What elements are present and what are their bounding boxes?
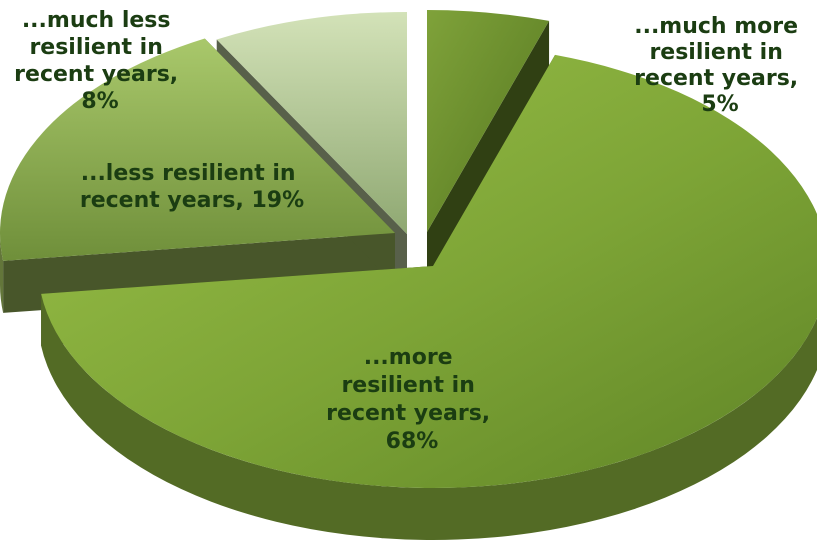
data-label-much-less-line-4: 8% xyxy=(81,89,118,114)
data-label-much-more-line-4: 5% xyxy=(701,92,738,117)
slice-much-more-wall-2 xyxy=(427,20,550,285)
data-label-much-more-line-1: ...much more xyxy=(634,14,798,39)
slice-more-side xyxy=(41,293,817,540)
data-label-more-line-4: 68% xyxy=(386,429,439,454)
data-label-more-line-1: ...more xyxy=(364,345,453,370)
data-label-much-more-line-2: resilient in xyxy=(649,40,782,65)
data-label-much-less-line-2: resilient in xyxy=(29,35,162,60)
data-label-much-more: ...much more resilient in recent years, … xyxy=(634,14,806,117)
slice-more-top xyxy=(41,54,817,488)
slice-more xyxy=(41,54,817,540)
slices xyxy=(0,10,817,540)
data-label-much-less-line-3: recent years, xyxy=(14,62,178,87)
data-label-much-more-line-3: recent years, xyxy=(634,66,798,91)
slice-less-top xyxy=(0,38,395,261)
data-label-less-line-1: ...less resilient in xyxy=(81,161,296,186)
data-label-more-line-2: resilient in xyxy=(341,373,474,398)
data-label-less-line-2: recent years, 19% xyxy=(80,188,304,213)
slice-less-side xyxy=(0,233,4,313)
data-label-much-less: ...much less resilient in recent years, … xyxy=(14,8,186,114)
data-label-much-less-line-1: ...much less xyxy=(22,8,171,33)
slice-much-more xyxy=(427,10,550,285)
data-label-more: ...more resilient in recent years, 68% xyxy=(326,345,498,454)
data-label-less: ...less resilient in recent years, 19% xyxy=(80,161,304,213)
data-label-more-line-3: recent years, xyxy=(326,401,490,426)
slice-much-more-top xyxy=(427,10,550,232)
slice-much-less-top xyxy=(216,11,407,234)
data-labels: ...much more resilient in recent years, … xyxy=(14,8,806,454)
